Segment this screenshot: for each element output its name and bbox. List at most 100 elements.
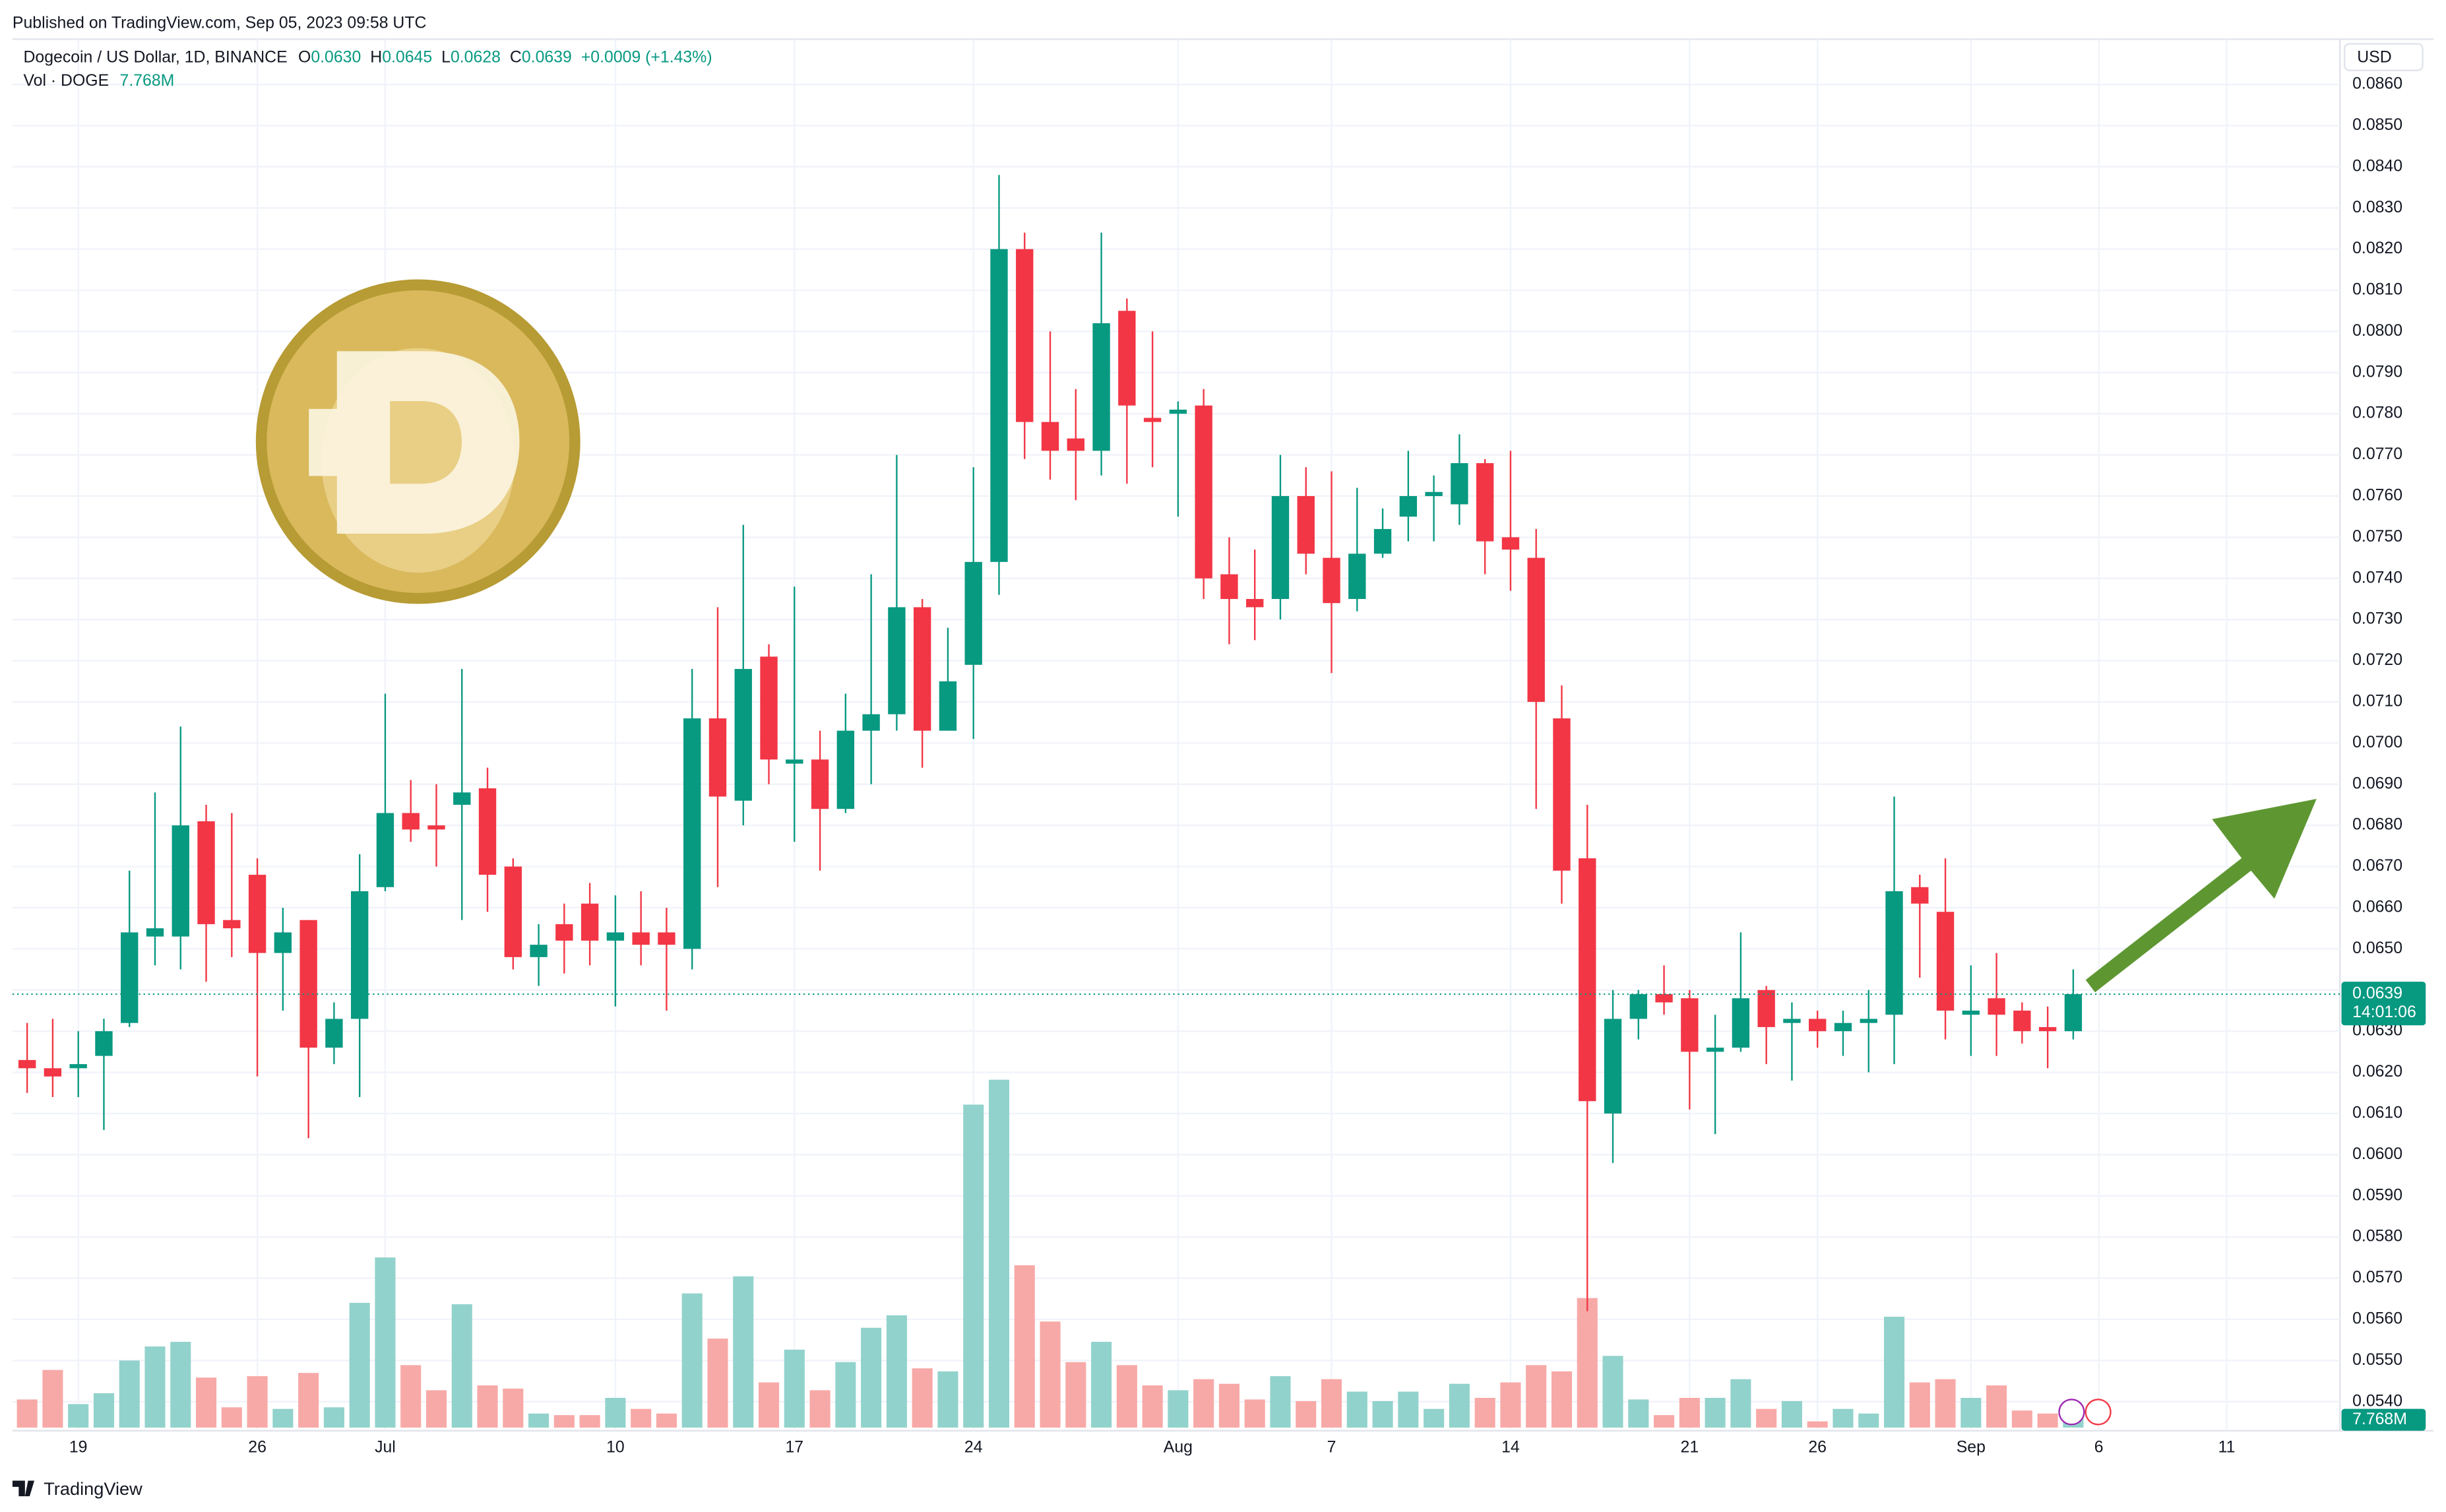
y-tick-label: 0.0560	[2352, 1310, 2402, 1328]
currency-button[interactable]	[2344, 43, 2424, 71]
volume-bar	[1065, 1362, 1086, 1428]
volume-bar	[221, 1407, 242, 1428]
volume-bar	[272, 1408, 294, 1428]
volume-bar	[605, 1397, 626, 1428]
volume-bar	[16, 1399, 38, 1428]
volume-bar	[528, 1413, 549, 1428]
candle-body	[44, 1068, 62, 1077]
volume-bar	[1014, 1265, 1035, 1428]
volume-bar	[1883, 1316, 1905, 1428]
doge-logo	[255, 279, 580, 604]
candle-body	[1604, 1019, 1622, 1114]
candle-body	[1527, 557, 1545, 702]
y-tick-label: 0.0720	[2352, 651, 2402, 669]
low: 0.0628	[451, 48, 501, 66]
open-key: O	[298, 48, 311, 66]
volume-bar	[1858, 1413, 1879, 1428]
candle-body	[248, 875, 267, 953]
y-tick-label: 0.0550	[2352, 1351, 2402, 1369]
volume-bar	[1654, 1415, 1675, 1428]
volume-bar	[707, 1339, 728, 1428]
volume-bar	[1091, 1342, 1112, 1428]
candle-body	[427, 825, 445, 830]
candle-body	[683, 718, 701, 949]
candle-body	[760, 656, 778, 760]
candle-body	[18, 1059, 36, 1069]
candle-body	[1067, 438, 1084, 451]
volume-bar	[1346, 1391, 1367, 1428]
candle-body	[1323, 557, 1340, 604]
close: 0.0639	[522, 48, 572, 66]
change: +0.0009 (+1.43%)	[581, 48, 712, 66]
candle-body	[1732, 998, 1750, 1048]
volume-bar	[1960, 1397, 1982, 1428]
candle-body	[1911, 887, 1929, 904]
volume-bar	[2037, 1413, 2058, 1428]
x-tick-label: 21	[1681, 1438, 1699, 1456]
candle-body	[1809, 1019, 1827, 1032]
volume-bar	[1449, 1383, 1470, 1428]
volume-bar	[1602, 1356, 1623, 1428]
candle-body	[888, 607, 906, 714]
volume-bar	[1628, 1399, 1649, 1428]
low-key: L	[441, 48, 451, 66]
volume-bar	[886, 1315, 907, 1428]
candle-body	[530, 945, 548, 957]
candle-body	[1143, 418, 1162, 422]
candle-body	[632, 932, 650, 945]
y-tick-label: 0.0540	[2352, 1392, 2402, 1410]
event-icon[interactable]	[2058, 1399, 2085, 1426]
volume-tag-label: 7.768M	[2352, 1410, 2407, 1428]
volume-bar	[503, 1388, 524, 1428]
x-tick-label: Aug	[1164, 1438, 1193, 1456]
candle-body	[786, 759, 803, 764]
volume-bar	[809, 1390, 831, 1428]
logo-letter	[309, 351, 520, 534]
volume-bar	[195, 1377, 217, 1428]
volume-bar	[1730, 1379, 1751, 1428]
candle-body	[2013, 1010, 2031, 1032]
candle-body	[1169, 409, 1187, 414]
legend-line: Dogecoin / US Dollar, 1D, BINANCE O0.063…	[23, 48, 712, 66]
x-tick-label: 17	[785, 1438, 803, 1456]
volume-bar	[1040, 1321, 1061, 1428]
candle-body	[350, 891, 369, 1019]
volume-bar	[758, 1382, 780, 1428]
candle-body	[504, 866, 522, 957]
candle-body	[69, 1064, 87, 1069]
candle-body	[580, 903, 599, 941]
candle-body	[1016, 249, 1034, 422]
candle-body	[1195, 405, 1212, 579]
candle-body	[1425, 491, 1443, 496]
candle-body	[1783, 1019, 1801, 1023]
volume-bar	[1935, 1379, 1956, 1428]
candle-body	[1553, 718, 1571, 871]
volume-bar	[1756, 1408, 1777, 1428]
candle-body	[606, 932, 625, 941]
volume-legend: Vol · DOGE 7.768M	[23, 72, 174, 90]
volume-bar	[937, 1371, 958, 1428]
candle-body	[836, 730, 855, 809]
y-tick-label: 0.0740	[2352, 569, 2402, 586]
flag-icon[interactable]	[2085, 1399, 2112, 1426]
y-tick-label: 0.0800	[2352, 322, 2402, 340]
volume-bar	[375, 1257, 396, 1428]
y-tick-label: 0.0840	[2352, 157, 2402, 175]
high: 0.0645	[382, 48, 432, 66]
volume-key: Vol · DOGE	[23, 72, 109, 90]
volume-bar	[400, 1365, 422, 1428]
currency[interactable]: USD	[2357, 48, 2391, 66]
volume-bar	[1424, 1408, 1445, 1428]
volume-bar	[1474, 1397, 1495, 1428]
candle-body	[1579, 858, 1596, 1102]
volume-bar	[656, 1413, 677, 1428]
brand-icon	[12, 1480, 35, 1497]
y-tick-label: 0.0780	[2352, 404, 2402, 422]
candle-body	[734, 669, 752, 801]
x-tick-label: 11	[2218, 1438, 2236, 1456]
volume-bar	[631, 1408, 652, 1428]
close-key: C	[510, 48, 522, 66]
y-tick-label: 0.0810	[2352, 281, 2402, 299]
x-tick-label: Sep	[1957, 1438, 1986, 1456]
